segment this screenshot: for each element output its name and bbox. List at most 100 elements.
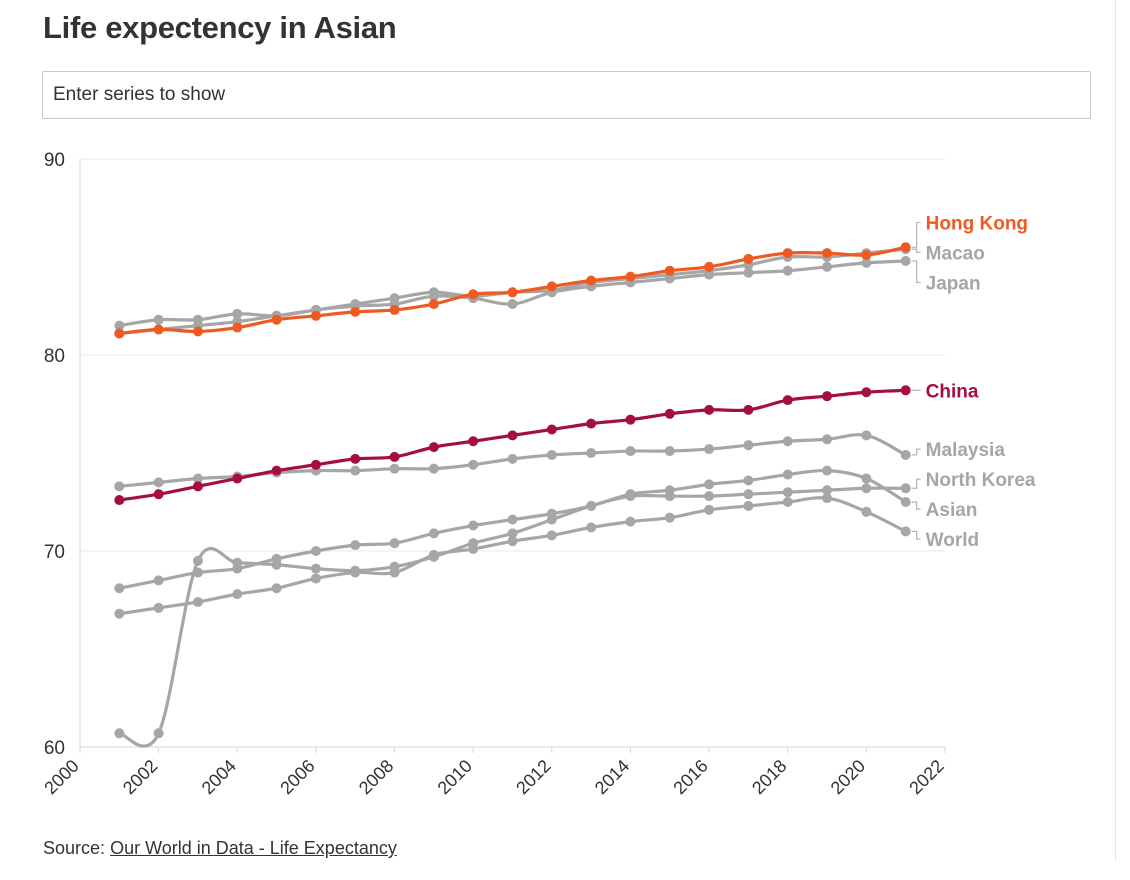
- series-china: [114, 385, 911, 506]
- data-point-hong-kong-2004: [232, 322, 243, 333]
- life-expectancy-line-chart: 60 70 80 90 2000 2002 2004 2006 2008 2010 2012 2014…: [40, 150, 1036, 798]
- data-point-malaysia-2001: [114, 481, 125, 492]
- data-point-japan-2011: [507, 299, 518, 310]
- data-point-malaysia-2003: [192, 473, 203, 484]
- data-point-japan-2017: [743, 267, 754, 278]
- x-tick-label-2020: 2020: [827, 756, 869, 798]
- data-point-japan-2020: [861, 257, 872, 268]
- series-label-north-korea: North Korea: [926, 470, 1036, 491]
- data-point-malaysia-2007: [350, 465, 361, 476]
- data-point-china-2020: [861, 387, 872, 398]
- data-point-malaysia-2014: [625, 446, 636, 457]
- y-tick-label-70: 70: [44, 542, 65, 563]
- data-point-hong-kong-2021: [900, 242, 911, 253]
- data-point-macao-2007: [350, 299, 361, 310]
- data-point-hong-kong-2014: [625, 271, 636, 282]
- data-point-macao-2009: [428, 287, 439, 298]
- data-point-hong-kong-2002: [153, 324, 164, 335]
- y-tick-label-90: 90: [44, 150, 65, 171]
- label-connector-asian: [911, 501, 921, 510]
- data-point-world-2002: [153, 602, 164, 613]
- data-point-asian-2020: [861, 473, 872, 484]
- data-point-malaysia-2013: [586, 448, 597, 458]
- series-search-input[interactable]: [43, 72, 1090, 118]
- x-tick-label-2000: 2000: [40, 756, 82, 798]
- data-point-malaysia-2010: [468, 459, 479, 470]
- series-label-japan: Japan: [926, 273, 981, 294]
- data-point-china-2002: [153, 489, 164, 500]
- data-point-north-korea-2009: [428, 551, 439, 562]
- right-divider: [1115, 0, 1116, 862]
- data-point-north-korea-2002: [153, 728, 164, 739]
- data-point-china-2019: [822, 391, 833, 402]
- data-point-malaysia-2011: [507, 453, 518, 464]
- data-point-malaysia-2008: [389, 463, 400, 474]
- x-tick-label-2002: 2002: [119, 756, 161, 798]
- data-point-north-korea-2012: [546, 514, 557, 525]
- data-point-world-2016: [704, 504, 715, 515]
- data-point-hong-kong-2017: [743, 253, 754, 264]
- data-point-world-2012: [546, 530, 557, 541]
- source-note: Source: Our World in Data - Life Expecta…: [43, 838, 397, 859]
- data-point-world-2019: [822, 493, 833, 504]
- data-point-japan-2019: [822, 261, 833, 272]
- data-point-china-2003: [192, 481, 203, 492]
- data-point-hong-kong-2009: [428, 299, 439, 310]
- data-point-north-korea-2008: [389, 561, 400, 572]
- source-link[interactable]: Our World in Data - Life Expectancy: [110, 838, 397, 858]
- data-point-malaysia-2002: [153, 477, 164, 488]
- data-point-hong-kong-2015: [664, 265, 675, 276]
- series-label-asian: Asian: [926, 500, 978, 521]
- label-connector-malaysia: [911, 448, 921, 456]
- data-point-world-2014: [625, 516, 636, 527]
- data-point-north-korea-2015: [664, 491, 675, 502]
- data-point-china-2001: [114, 495, 125, 506]
- data-point-north-korea-2007: [350, 565, 361, 576]
- data-point-asian-2010: [468, 520, 479, 531]
- series-label-macao: Macao: [926, 243, 985, 264]
- data-point-macao-2008: [389, 293, 400, 304]
- data-point-north-korea-2019: [822, 485, 833, 496]
- data-point-north-korea-2018: [782, 487, 793, 498]
- source-label: Source:: [43, 838, 106, 858]
- data-point-hong-kong-2020: [861, 250, 872, 261]
- data-point-hong-kong-2019: [822, 248, 833, 259]
- label-connector-japan: [911, 260, 921, 284]
- data-point-china-2005: [271, 465, 282, 476]
- data-point-hong-kong-2006: [310, 310, 321, 321]
- x-tick-label-2006: 2006: [276, 756, 318, 798]
- data-point-north-korea-2014: [625, 491, 636, 502]
- data-point-hong-kong-2018: [782, 248, 793, 259]
- data-point-world-2018: [782, 497, 793, 507]
- series-north-korea: [114, 483, 911, 748]
- data-point-china-2006: [310, 459, 321, 470]
- x-tick-label-2016: 2016: [669, 756, 711, 798]
- data-point-north-korea-2001: [114, 728, 125, 739]
- series-filter[interactable]: [42, 71, 1091, 119]
- data-point-hong-kong-2012: [546, 281, 557, 292]
- series-label-world: World: [926, 530, 979, 551]
- data-point-malaysia-2019: [822, 434, 833, 445]
- x-tick-label-2010: 2010: [434, 756, 476, 798]
- x-tick-label-2012: 2012: [512, 756, 554, 798]
- data-point-malaysia-2018: [782, 436, 793, 447]
- data-point-world-2021: [900, 526, 911, 537]
- data-point-world-2006: [310, 573, 321, 584]
- data-point-north-korea-2003: [192, 555, 203, 566]
- data-point-asian-2018: [782, 469, 793, 480]
- data-point-china-2009: [428, 442, 439, 453]
- data-point-asian-2021: [900, 497, 911, 507]
- data-point-north-korea-2005: [271, 559, 282, 570]
- data-point-north-korea-2017: [743, 489, 754, 500]
- data-point-north-korea-2004: [232, 557, 243, 568]
- data-point-hong-kong-2011: [507, 287, 518, 298]
- label-connector-macao: [911, 248, 921, 254]
- series-world: [114, 493, 911, 619]
- x-tick-label-2014: 2014: [591, 756, 633, 798]
- label-connector-north-korea: [911, 478, 921, 489]
- data-point-asian-2017: [743, 475, 754, 486]
- data-point-japan-2004: [232, 308, 243, 319]
- data-point-hong-kong-2016: [704, 261, 715, 272]
- series-label-malaysia: Malaysia: [926, 440, 1006, 461]
- data-point-hong-kong-2013: [586, 275, 597, 286]
